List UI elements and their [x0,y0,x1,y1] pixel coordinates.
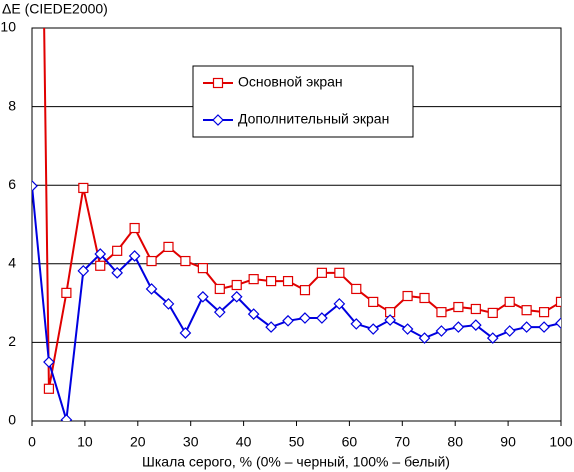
marker [94,248,107,260]
legend-box [192,65,414,138]
marker [95,260,106,271]
marker [111,266,124,279]
marker [402,290,413,302]
legend-label: Основной экран [238,74,343,90]
marker [316,312,328,324]
x-tick-label: 90 [500,434,516,450]
marker [146,255,157,267]
marker [266,275,277,287]
y-tick-label: 4 [8,255,16,271]
marker [197,263,208,274]
marker [197,290,209,303]
series-line [32,185,561,421]
marker [129,222,140,234]
x-tick-label: 60 [342,434,358,450]
marker [436,307,447,318]
marker [419,292,430,304]
y-tick-label: 6 [8,176,16,192]
marker [43,383,55,394]
x-tick-label: 30 [183,434,199,450]
marker [43,356,55,368]
marker [334,267,345,278]
marker [469,319,482,331]
marker [282,314,294,327]
x-tick-label: 0 [28,434,36,450]
marker [418,332,431,344]
marker [180,255,191,267]
marker [555,317,561,329]
x-tick-label: 20 [130,434,146,450]
marker [520,321,533,333]
x-tick-label: 80 [447,434,463,450]
marker [61,287,72,298]
marker [265,321,277,333]
marker [367,323,380,335]
marker [32,180,38,192]
marker [282,275,294,287]
legend-marker [212,77,224,89]
marker [231,279,242,291]
marker [316,267,327,278]
marker [214,283,225,295]
marker [504,296,515,308]
marker [351,283,362,295]
marker [486,332,499,344]
y-tick-label: 10 [0,19,16,35]
marker [145,283,158,295]
x-tick-label: 10 [77,434,93,450]
marker [555,296,561,308]
marker [78,182,89,194]
marker [163,241,174,253]
marker [213,306,226,318]
y-tick-label: 8 [8,97,16,113]
marker [230,290,243,303]
marker [487,307,498,319]
marker [299,285,311,296]
x-tick-label: 70 [395,434,411,450]
marker [248,274,259,285]
plot-layer [32,28,561,421]
marker [128,250,141,262]
marker [299,312,311,324]
marker [521,305,532,316]
marker [453,301,464,313]
y-tick-label: 0 [8,412,16,428]
marker [503,325,516,337]
chart-title: ΔE (CIEDE2000) [2,1,108,17]
marker [435,325,448,337]
marker [333,298,346,310]
x-axis-label: Шкала серого, % (0% – черный, 100% – бел… [142,454,450,470]
marker [60,413,73,421]
legend-marker [212,114,224,126]
x-tick-label: 100 [549,434,573,450]
marker [384,314,396,326]
marker [162,298,175,310]
marker [77,265,90,277]
marker [470,303,481,315]
marker [538,307,550,318]
legend-label: Дополнительный экран [238,111,389,127]
x-tick-label: 40 [236,434,252,450]
x-tick-label: 50 [289,434,305,450]
y-tick-label: 2 [8,333,16,349]
marker [247,308,260,320]
marker [350,318,363,330]
marker [368,296,379,308]
marker [452,321,465,333]
marker [538,321,550,333]
marker [112,245,123,256]
marker [401,323,414,335]
marker [179,327,192,339]
